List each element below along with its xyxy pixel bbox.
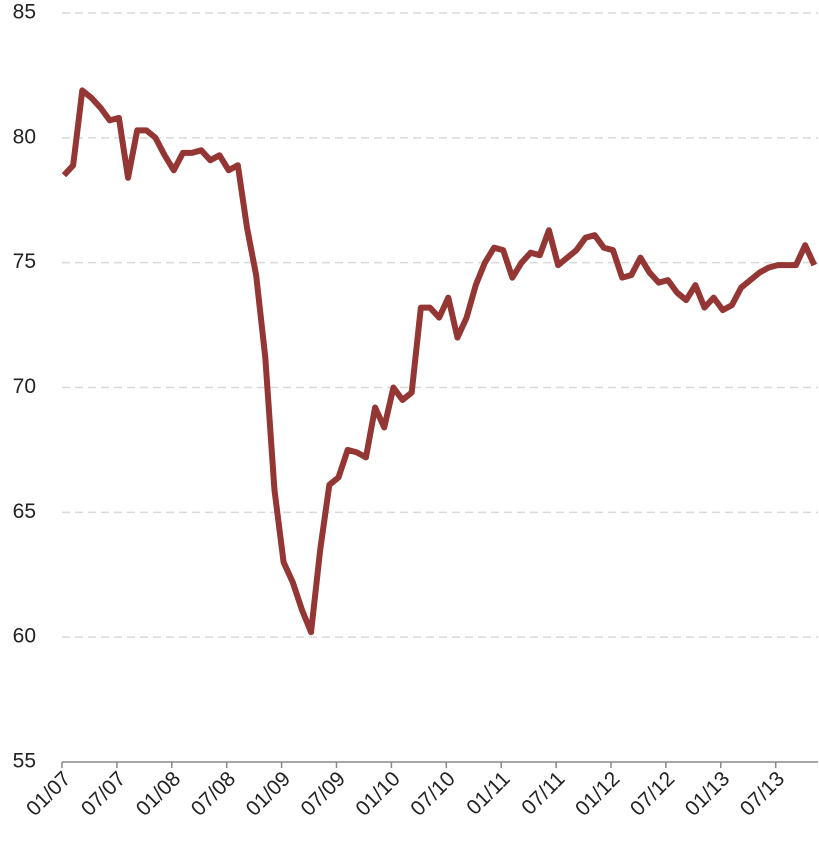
x-tick-label: 01/09 (242, 767, 295, 820)
y-tick-label: 75 (13, 250, 36, 273)
x-tick-label: 07/11 (517, 767, 569, 819)
x-tick-label: 01/10 (351, 767, 404, 820)
x-tick-label: 01/13 (681, 767, 734, 820)
x-tick-label: 07/12 (626, 767, 679, 820)
y-tick-label: 60 (13, 625, 36, 648)
x-tick-label: 07/13 (736, 767, 789, 820)
x-tick-label: 07/07 (77, 767, 130, 820)
y-tick-label: 70 (13, 375, 36, 398)
x-tick-label: 07/10 (406, 767, 459, 820)
x-tick-label: 01/08 (132, 767, 185, 820)
x-tick-label: 01/07 (22, 767, 75, 820)
y-tick-label: 65 (13, 500, 36, 523)
data-line (61, 87, 818, 636)
x-tick-label: 01/11 (462, 767, 514, 819)
y-tick-label: 80 (13, 125, 36, 148)
y-tick-label: 85 (13, 1, 36, 24)
y-tick-label: 55 (13, 750, 36, 773)
x-tick-label: 07/08 (187, 767, 240, 820)
x-tick-label: 01/12 (571, 767, 624, 820)
x-tick-label: 07/09 (297, 767, 350, 820)
